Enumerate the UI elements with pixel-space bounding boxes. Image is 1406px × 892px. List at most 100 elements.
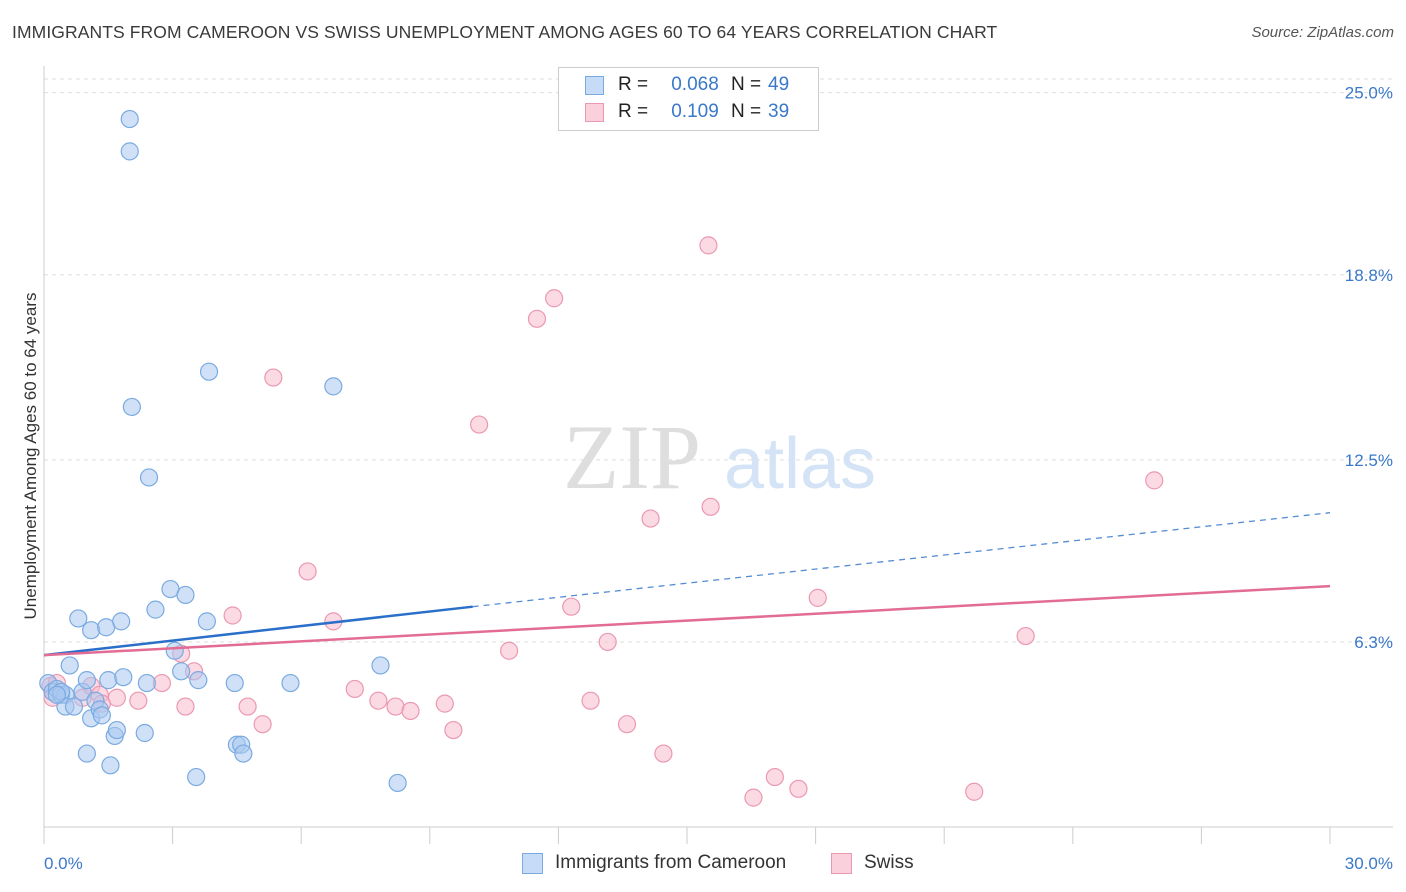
swiss-point — [581, 691, 600, 710]
swiss-point — [401, 701, 420, 721]
swiss-point — [386, 697, 405, 716]
swiss-point — [699, 236, 718, 255]
cameroon-swatch — [585, 76, 604, 95]
y-tick-labels: 6.3% 12.5% 18.8% 25.0% — [1345, 84, 1393, 652]
swiss-point — [435, 694, 454, 713]
cameroon-point — [324, 377, 343, 396]
cameroon-point — [281, 673, 300, 693]
swiss-point — [965, 782, 984, 801]
swiss-point — [469, 415, 489, 434]
swiss-trend-line — [43, 584, 1331, 657]
cameroon-point — [114, 668, 133, 687]
cameroon-point — [187, 767, 206, 787]
swiss-point — [223, 606, 242, 625]
cameroon-point — [371, 656, 390, 675]
swiss-point — [176, 697, 195, 716]
cameroon-point — [165, 641, 184, 660]
y-tick-label: 12.5% — [1345, 451, 1393, 470]
watermark-zip: ZIP — [563, 406, 701, 508]
cameroon-point — [388, 773, 407, 793]
cameroon-point — [199, 362, 219, 381]
swiss-point — [641, 509, 660, 528]
axes — [43, 66, 1393, 844]
cameroon-point — [146, 600, 165, 619]
swiss-point — [701, 497, 720, 516]
cameroon-point — [112, 612, 131, 631]
r-value: 0.109 — [671, 101, 719, 122]
source-label: Source: ZipAtlas.com — [1251, 24, 1394, 41]
r-label: R = — [618, 74, 649, 95]
swiss-points — [41, 236, 1164, 807]
swiss-point — [264, 368, 283, 387]
r-label: R = — [618, 101, 649, 122]
n-label: N = — [731, 101, 762, 122]
swiss-point — [654, 744, 673, 763]
cameroon-point — [120, 142, 139, 161]
correlation-legend: R = 0.068 N = 49 R = 0.109 N = 39 — [558, 67, 819, 131]
watermark-atlas: atlas — [724, 424, 876, 504]
swiss-point — [789, 779, 808, 798]
n-label: N = — [731, 74, 762, 95]
swiss-point — [1016, 626, 1035, 646]
y-axis-label: Unemployment Among Ages 60 to 64 years — [21, 292, 40, 620]
cameroon-trend-extension — [472, 512, 1331, 608]
cameroon-point — [137, 673, 156, 693]
swiss-point — [545, 289, 564, 308]
y-tick-label: 25.0% — [1345, 84, 1393, 103]
n-value: 39 — [768, 101, 790, 122]
cameroon-point — [135, 723, 154, 743]
cameroon-legend-label: Immigrants from Cameroon — [555, 852, 787, 873]
cameroon-point — [225, 673, 244, 693]
cameroon-point — [234, 744, 253, 763]
swiss-point — [238, 697, 257, 716]
cameroon-point — [172, 662, 191, 681]
cameroon-points — [39, 109, 407, 793]
cameroon-trend-line — [43, 605, 473, 657]
swiss-point — [500, 641, 519, 660]
cameroon-point — [47, 685, 66, 704]
cameroon-point — [101, 756, 120, 775]
x-tick-label-min: 0.0% — [44, 854, 83, 873]
cameroon-point — [189, 671, 208, 690]
cameroon-point — [92, 706, 111, 725]
swiss-point — [369, 691, 388, 710]
y-tick-label: 6.3% — [1354, 633, 1393, 652]
cameroon-point — [77, 671, 96, 690]
swiss-point — [527, 309, 547, 328]
grid-lines — [44, 78, 1393, 643]
cameroon-point — [197, 612, 216, 631]
swiss-legend-label: Swiss — [864, 852, 914, 873]
cameroon-point — [77, 744, 96, 763]
swiss-legend-swatch — [831, 853, 852, 874]
swiss-point — [444, 720, 463, 740]
swiss-point — [765, 767, 784, 787]
y-tick-label: 18.8% — [1345, 266, 1393, 285]
x-tick-labels: 0.0% 30.0% — [44, 854, 1393, 873]
swiss-point — [129, 691, 148, 710]
cameroon-point — [82, 621, 101, 640]
swiss-point — [598, 632, 617, 652]
cameroon-point — [69, 609, 88, 628]
swiss-point — [744, 788, 763, 807]
swiss-point — [562, 597, 581, 616]
n-value: 49 — [768, 74, 790, 95]
watermark: ZIP atlas — [563, 406, 876, 508]
swiss-point — [298, 562, 317, 581]
swiss-point — [107, 688, 126, 707]
x-tick-label-max: 30.0% — [1345, 854, 1393, 873]
swiss-point — [617, 715, 637, 734]
cameroon-legend-swatch — [522, 853, 543, 874]
cameroon-point — [176, 585, 195, 605]
r-value: 0.068 — [671, 74, 719, 95]
swiss-swatch — [585, 103, 604, 122]
cameroon-point — [64, 697, 84, 716]
cameroon-point — [60, 656, 79, 675]
swiss-point — [1145, 471, 1164, 490]
cameroon-point — [99, 671, 118, 690]
swiss-point — [253, 715, 272, 734]
cameroon-point — [122, 397, 141, 417]
cameroon-point — [107, 720, 126, 740]
cameroon-point — [120, 109, 139, 129]
trend-lines — [43, 512, 1331, 657]
